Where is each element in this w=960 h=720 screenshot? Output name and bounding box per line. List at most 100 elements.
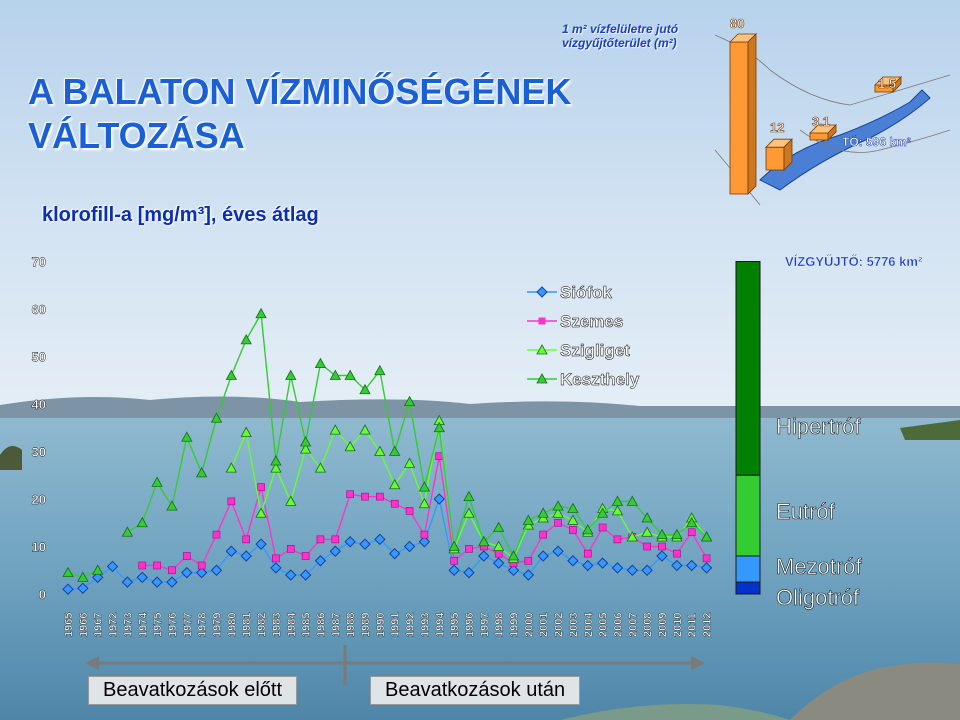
point-keszthely [285,369,297,380]
point-szemes [494,549,503,558]
point-szemes [702,554,711,563]
point-szemes [390,499,399,508]
legend: Siófok Szemes Szigliget Keszthely [527,283,640,389]
x-tick-label: 1986 [315,613,327,637]
inset-bar-label: 3.1 [812,114,830,129]
inset-bar [809,124,837,141]
point-szemes [197,561,206,570]
point-siófok [195,566,208,579]
legend-label: Keszthely [560,370,640,389]
trophic-band-hipertróf [735,261,761,476]
point-siófok [285,569,297,581]
point-keszthely [478,535,490,547]
point-siófok [166,576,178,588]
point-szigliget [552,507,564,518]
y-tick-label: 50 [32,350,46,365]
x-tick-label: 2012 [702,613,714,637]
point-siófok [314,555,327,567]
point-keszthely [195,467,208,478]
point-szigliget [285,495,297,506]
x-tick-label: 1990 [375,613,387,637]
trophic-band-eutróf [735,474,761,557]
point-keszthely [596,507,609,518]
inset-bar-side [892,76,902,93]
point-keszthely [136,516,148,528]
point-siófok [433,493,445,505]
point-keszthely [166,500,178,511]
x-tick-label: 1989 [360,613,372,637]
category-label-eutrof: Eutróf [776,499,836,524]
point-keszthely [389,445,401,456]
point-szemes [316,535,325,544]
x-tick-label: 2000 [523,613,535,637]
point-szemes [673,549,681,558]
page-title: A BALATON VÍZMINŐSÉGÉNEK VÁLTOZÁSA [28,70,571,158]
series-line-keszthely [127,311,708,558]
point-siófok [478,550,490,562]
x-tick-label: 1988 [345,613,357,637]
x-tick-label: 1983 [271,613,283,637]
inset-bar-front [729,41,749,195]
point-keszthely [225,369,238,380]
point-szigliget [299,443,312,454]
x-tick-label: 1997 [479,613,491,637]
point-szigliget [418,497,431,509]
point-szigliget [329,424,341,435]
point-keszthely [463,490,475,502]
point-szemes [301,552,310,560]
point-szemes [272,554,280,563]
point-siófok [374,533,386,546]
rocks [790,662,960,720]
x-tick-label: 1987 [330,613,342,637]
point-szemes [450,556,458,565]
inset-bar [874,76,902,93]
point-szigliget [492,540,505,551]
point-siófok [522,569,535,581]
y-tick-label: 30 [32,445,46,460]
x-tick-label: 2003 [568,613,580,637]
point-szemes [168,566,176,575]
point-keszthely [270,455,282,466]
point-siófok [596,557,609,569]
point-keszthely [121,526,134,537]
point-keszthely [77,571,89,582]
series-line-siófok [67,496,707,590]
x-tick-label: 1996 [464,613,476,637]
x-tick-label: 1995 [449,613,461,637]
point-szemes [405,507,414,515]
point-keszthely [641,512,653,523]
point-siófok [537,550,549,562]
point-keszthely [492,521,505,532]
point-siófok [329,545,342,557]
point-szemes [435,452,444,461]
point-szemes [613,535,622,544]
point-keszthely [359,383,371,395]
x-tick-label: 1994 [434,612,446,637]
point-keszthely [403,395,416,407]
point-siófok [77,582,89,595]
x-tick-label: 1966 [78,613,90,637]
point-siófok [567,555,579,567]
phase-arrow-left [85,656,99,670]
point-szigliget [314,462,327,473]
x-tick-label: 2001 [538,613,550,637]
point-keszthely [686,516,698,528]
inset-bar-side [747,33,757,195]
x-tick-label: 1982 [256,613,268,637]
point-szemes [242,535,250,544]
point-szemes [212,530,221,539]
point-szemes [376,492,384,501]
point-siófok [359,538,371,550]
y-tick-label: 40 [32,397,46,412]
inset-bar-label: 1.5 [878,76,896,91]
point-keszthely [448,540,460,551]
point-siófok [492,557,505,569]
point-keszthely [374,364,386,376]
x-tick-label: 1965 [63,613,75,637]
point-siófok [136,571,148,584]
x-tick-label: 1998 [494,613,506,637]
point-siófok [106,560,119,573]
x-tick-label: 1981 [241,613,253,637]
